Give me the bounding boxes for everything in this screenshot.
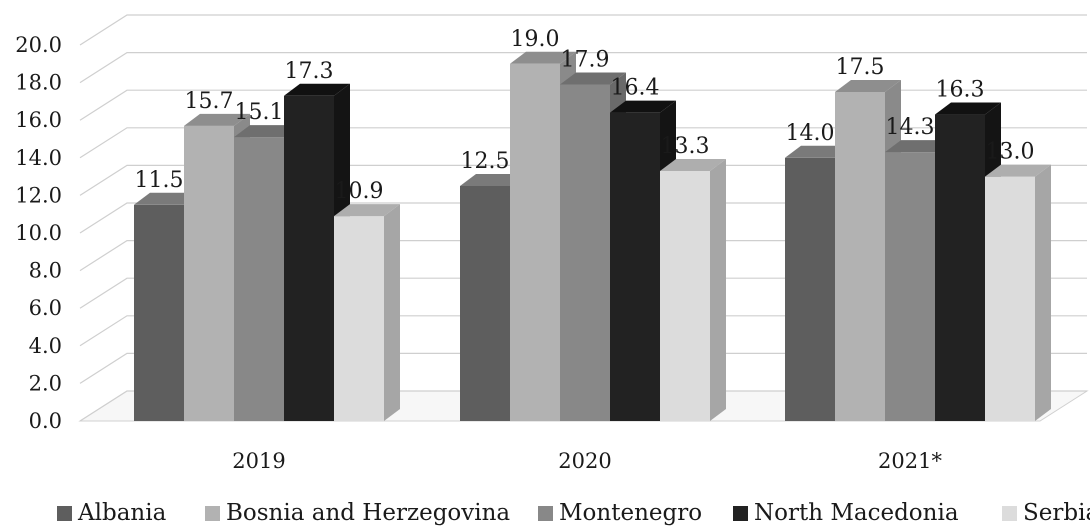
y-tick-label: 2.0 — [29, 371, 62, 395]
bar-side — [384, 204, 400, 421]
legend-item: Serbia — [1002, 498, 1090, 529]
bar-front — [134, 204, 184, 421]
bar-front — [785, 157, 835, 422]
legend-item: Albania — [57, 498, 166, 529]
data-label: 10.9 — [335, 179, 384, 204]
x-category-label: 2019 — [232, 449, 285, 473]
y-tick-label: 18.0 — [15, 71, 62, 95]
data-label: 14.0 — [786, 121, 835, 146]
gridline — [79, 51, 1087, 84]
y-tick-label: 14.0 — [15, 146, 62, 170]
data-label: 17.9 — [561, 47, 610, 72]
y-tick-label: 8.0 — [29, 259, 62, 283]
bar-front — [835, 92, 885, 421]
data-label: 17.3 — [285, 59, 334, 84]
bar-top — [935, 102, 1001, 115]
y-tick-label: 4.0 — [29, 334, 62, 358]
gridline — [79, 89, 1087, 121]
x-category-label: 2020 — [558, 449, 611, 473]
legend-item: Bosnia and Herzegovina — [205, 498, 510, 529]
bar-front — [610, 112, 660, 422]
data-label: 13.0 — [986, 140, 1035, 165]
bar-side — [710, 158, 726, 421]
bar-front — [510, 63, 560, 422]
y-tick-label: 6.0 — [29, 296, 62, 320]
gridline — [79, 127, 1087, 159]
legend-item: North Macedonia — [733, 498, 959, 529]
legend-swatch — [733, 506, 748, 521]
gridline — [79, 390, 1087, 422]
bar-front — [885, 152, 935, 421]
chart-legend: Albania Bosnia and Herzegovina Montenegro N… — [0, 498, 1090, 529]
data-label: 17.5 — [836, 55, 885, 80]
y-tick-label: 20.0 — [15, 33, 62, 57]
data-label: 15.1 — [235, 100, 284, 125]
bar-top — [610, 100, 676, 113]
legend-swatch — [205, 506, 220, 521]
gridline — [79, 14, 1087, 46]
legend-item: Montenegro — [538, 498, 702, 529]
data-label: 16.4 — [611, 76, 660, 101]
legend-swatch — [538, 506, 553, 521]
gridline — [79, 315, 1087, 347]
bar-front — [334, 216, 384, 421]
bar-front — [460, 186, 510, 421]
data-label: 12.5 — [461, 149, 510, 174]
y-tick-label: 10.0 — [15, 221, 62, 245]
x-category-label: 2021* — [878, 449, 942, 473]
bar-top — [660, 158, 726, 171]
gridline — [79, 277, 1087, 309]
bar-front — [560, 84, 610, 421]
gridline — [79, 164, 1087, 196]
bar-front — [660, 170, 710, 421]
legend-label: Albania — [78, 500, 167, 526]
bar-top — [284, 83, 350, 96]
bar — [660, 158, 726, 421]
bar-front — [284, 95, 334, 421]
bar-top — [985, 164, 1051, 177]
data-label: 16.3 — [936, 78, 985, 103]
legend-swatch — [57, 506, 72, 521]
data-label: 13.3 — [661, 134, 710, 159]
bar-front — [985, 176, 1035, 421]
bar — [985, 164, 1051, 421]
bar-top — [234, 125, 300, 138]
data-label: 14.3 — [886, 115, 935, 140]
gridline — [79, 240, 1087, 272]
y-tick-label: 12.0 — [15, 183, 62, 207]
y-tick-label: 0.0 — [29, 409, 62, 433]
bar-front — [935, 114, 985, 421]
bar-top — [835, 80, 901, 92]
gridline — [79, 202, 1087, 234]
data-label: 15.7 — [185, 89, 234, 114]
bar-top — [785, 145, 851, 158]
bar-top — [885, 140, 951, 153]
bar-front — [184, 125, 234, 421]
bar-top — [134, 192, 200, 205]
gridline — [79, 352, 1087, 384]
bar-front — [234, 137, 284, 421]
legend-label: Bosnia and Herzegovina — [226, 500, 511, 526]
bar-top — [460, 174, 526, 186]
data-label: 19.0 — [511, 27, 560, 52]
legend-label: North Macedonia — [754, 500, 959, 526]
bar — [334, 204, 400, 421]
y-tick-label: 16.0 — [15, 108, 62, 132]
bar-side — [1035, 164, 1051, 421]
data-label: 11.5 — [135, 168, 184, 193]
bar-top — [334, 204, 400, 217]
legend-swatch — [1002, 506, 1017, 521]
bar-top — [184, 113, 250, 126]
legend-label: Montenegro — [559, 500, 703, 526]
bar-top — [510, 51, 576, 64]
legend-label: Serbia — [1023, 500, 1090, 526]
bar-top — [560, 72, 626, 85]
